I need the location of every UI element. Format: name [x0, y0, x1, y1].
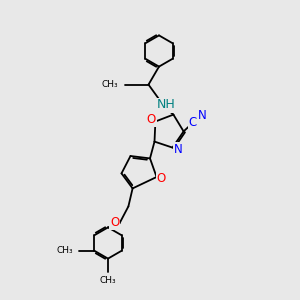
Text: C: C: [188, 116, 197, 129]
Text: CH₃: CH₃: [101, 80, 118, 88]
Text: O: O: [110, 216, 119, 229]
Text: O: O: [157, 172, 166, 185]
Text: N: N: [198, 109, 207, 122]
Text: N: N: [173, 143, 182, 156]
Text: CH₃: CH₃: [57, 246, 74, 255]
Text: CH₃: CH₃: [100, 276, 116, 285]
Text: NH: NH: [157, 98, 176, 112]
Text: O: O: [147, 112, 156, 126]
